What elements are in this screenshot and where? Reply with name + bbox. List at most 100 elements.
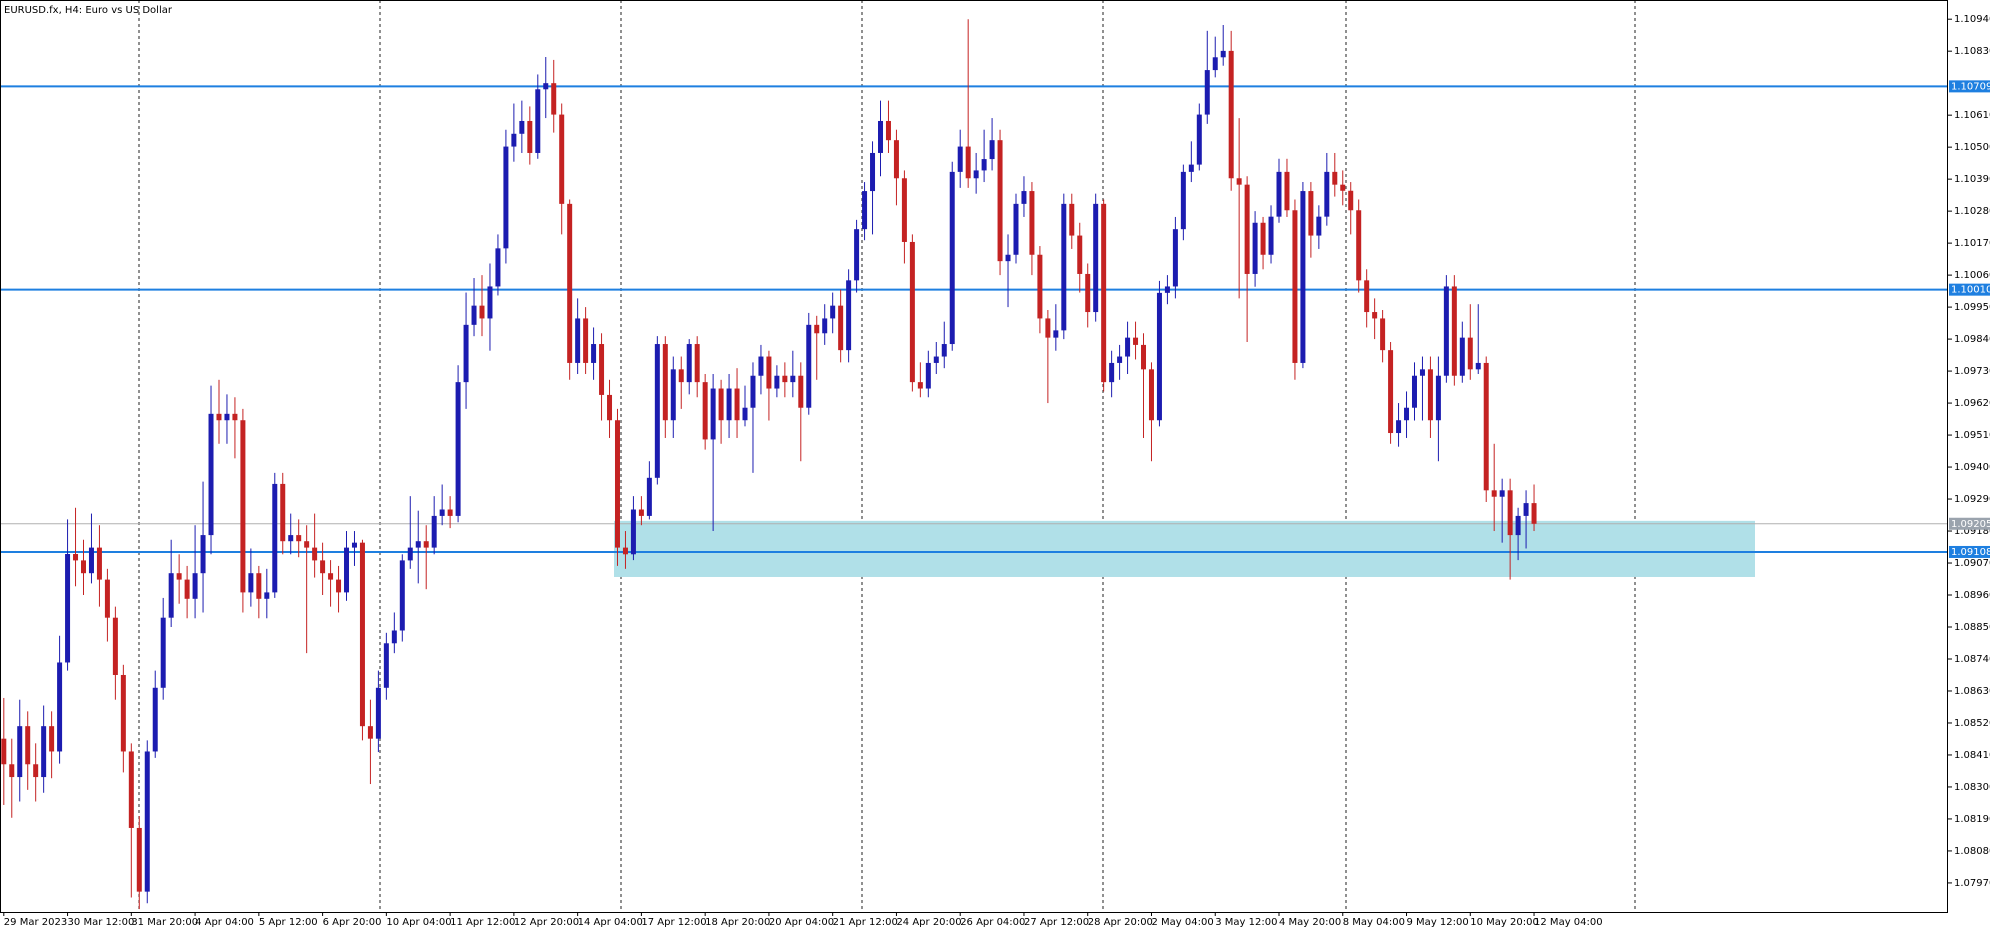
candle-body	[662, 344, 668, 421]
candle-body	[989, 140, 995, 160]
candle-body	[973, 170, 979, 179]
candle-body	[296, 535, 302, 542]
candle-body	[49, 726, 55, 752]
candle-body	[344, 547, 350, 593]
candle-body	[88, 547, 94, 574]
y-tick-label: 1.08410	[1954, 750, 1990, 761]
candle-body	[136, 827, 142, 892]
candle-body	[1045, 318, 1051, 338]
candle-body	[128, 751, 134, 828]
candle-body	[1356, 210, 1362, 281]
candle-body	[917, 382, 923, 389]
y-tick-label: 1.10940	[1954, 14, 1990, 25]
candle-body	[479, 305, 485, 319]
candle-body	[1507, 490, 1513, 536]
candle-body	[328, 573, 334, 580]
candle-body	[646, 477, 652, 516]
support-zone	[614, 520, 1755, 577]
y-tick-label: 1.08960	[1954, 590, 1990, 601]
candle-body	[710, 388, 716, 440]
candle-body	[997, 140, 1003, 262]
y-tick-label: 1.08520	[1954, 718, 1990, 729]
candle-body	[391, 630, 397, 644]
y-tick-label: 1.08080	[1954, 846, 1990, 857]
candle-body	[1085, 273, 1091, 313]
candle-body	[1348, 190, 1354, 211]
candle-body	[224, 413, 230, 421]
candle-body	[1483, 362, 1489, 491]
level-tag	[1949, 80, 1990, 93]
axis-layer: 1.10940 1.10830 1.10610 1.10500 1.10390 1.102…	[3, 14, 1990, 928]
candle-body	[1212, 57, 1218, 71]
candle-body	[702, 382, 708, 440]
x-tick-label: 18 Apr 20:00	[705, 917, 770, 928]
candle-body	[112, 617, 118, 675]
y-tick-label: 1.09070	[1954, 558, 1990, 569]
x-tick-label: 28 Apr 20:00	[1088, 917, 1153, 928]
candle-body	[909, 241, 915, 383]
candle-body	[965, 146, 971, 179]
candle-body	[862, 191, 868, 230]
candle-body	[782, 375, 788, 383]
candle-body	[367, 726, 373, 739]
candle-body	[9, 764, 15, 778]
candle-body	[1141, 344, 1147, 370]
candle-body	[694, 344, 700, 383]
candle-body	[957, 146, 963, 172]
candle-body	[1029, 191, 1035, 255]
y-tick-label: 1.08630	[1954, 686, 1990, 697]
candle-body	[1284, 171, 1290, 211]
candle-body	[854, 229, 860, 281]
candle-body	[567, 203, 573, 363]
candle-body	[81, 560, 86, 574]
y-tick-label: 1.10280	[1954, 206, 1990, 217]
candle-body	[1117, 356, 1123, 363]
candle-body	[1276, 171, 1282, 217]
candle-body	[168, 573, 174, 618]
x-tick-label: 30 Mar 12:00	[68, 917, 135, 928]
candle-body	[1443, 286, 1449, 376]
y-tick-label: 1.08740	[1954, 654, 1990, 665]
candle-body	[925, 362, 931, 389]
candle-body	[814, 324, 820, 334]
candle-body	[184, 579, 190, 599]
candle-body	[351, 542, 357, 548]
y-tick-label: 1.09950	[1954, 302, 1990, 313]
candle-body	[511, 133, 517, 147]
candle-body	[1332, 171, 1338, 185]
candle-body	[846, 280, 852, 351]
candle-body	[399, 560, 405, 631]
candle-body	[822, 318, 828, 334]
y-tick-label: 1.08300	[1954, 782, 1990, 793]
y-tick-label: 1.09620	[1954, 398, 1990, 409]
candle-body	[57, 662, 63, 752]
candle-body	[216, 413, 222, 421]
candle-body	[1093, 203, 1099, 313]
candle-body	[1404, 407, 1410, 421]
candle-body	[870, 152, 876, 192]
y-tick-label: 1.09290	[1954, 494, 1990, 505]
candle-body	[830, 305, 836, 319]
x-tick-label: 9 May 12:00	[1407, 917, 1469, 928]
x-tick-label: 11 Apr 12:00	[450, 917, 515, 928]
candle-body	[1435, 375, 1441, 421]
x-tick-label: 10 May 20:00	[1470, 917, 1539, 928]
plot-frame	[0, 0, 1948, 913]
level-label: 1.10010	[1951, 285, 1990, 296]
level-tag	[1949, 545, 1990, 558]
candle-body	[120, 674, 126, 752]
candle-body	[543, 83, 549, 90]
candle-body	[1109, 362, 1115, 383]
candle-body	[599, 344, 605, 395]
candle-body	[1005, 254, 1011, 262]
candle-body	[1053, 330, 1059, 338]
candle-body	[1236, 178, 1242, 185]
candle-body	[1292, 210, 1298, 363]
candle-body	[320, 560, 326, 574]
candle-body	[750, 375, 756, 408]
candle-body	[463, 324, 469, 383]
candle-body	[1069, 203, 1075, 236]
x-tick-label: 26 Apr 04:00	[960, 917, 1025, 928]
candle-body	[1220, 50, 1226, 58]
candle-body	[607, 394, 613, 421]
